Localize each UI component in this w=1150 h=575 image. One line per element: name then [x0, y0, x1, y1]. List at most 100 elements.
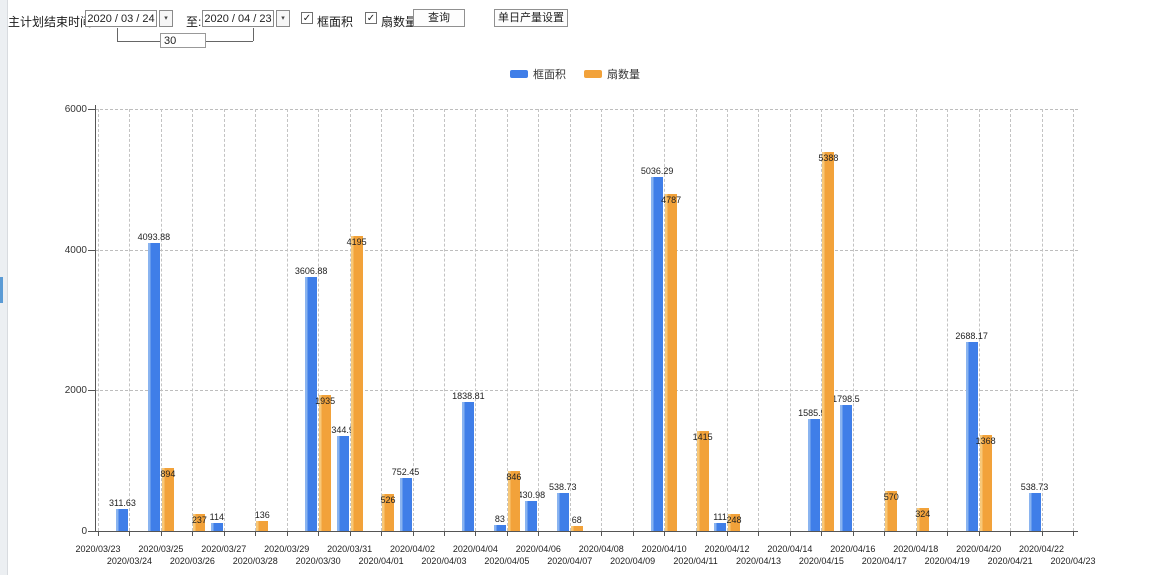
x-gridline	[727, 109, 729, 531]
bar-frame-area	[1028, 493, 1041, 531]
x-gridline	[915, 109, 917, 531]
x-axis-label: 2020/03/29	[264, 544, 310, 554]
x-axis-line	[88, 531, 1078, 532]
end-date-input[interactable]: 2020 / 04 / 23	[202, 10, 274, 27]
x-tick-mark	[852, 531, 854, 536]
x-gridline	[947, 109, 949, 531]
x-axis-label: 2020/04/10	[641, 544, 687, 554]
x-axis-label: 2020/04/18	[893, 544, 939, 554]
y-gridline	[95, 249, 1078, 251]
fan-count-checkbox[interactable]: ✓	[365, 12, 377, 24]
x-axis-label: 2020/03/30	[295, 556, 341, 566]
bar-frame-area	[714, 523, 727, 531]
x-axis-label: 2020/04/14	[767, 544, 813, 554]
x-axis-label: 2020/04/19	[924, 556, 970, 566]
bar-value-label: 1415	[692, 432, 713, 443]
x-axis-label: 2020/04/15	[798, 556, 844, 566]
y-tick-mark	[88, 249, 95, 251]
x-tick-mark	[1073, 531, 1074, 536]
x-tick-mark	[884, 531, 886, 536]
start-date-dropdown-button[interactable]: ▾	[159, 10, 173, 27]
x-axis-label: 2020/04/01	[358, 556, 404, 566]
query-button[interactable]: 查询	[413, 9, 465, 27]
legend-swatch-fan-count	[584, 70, 602, 78]
x-gridline	[475, 109, 477, 531]
x-gridline	[381, 109, 383, 531]
y-axis-label: 6000	[64, 104, 87, 115]
x-axis-label: 2020/04/02	[389, 544, 436, 554]
bar-value-label: 1368	[975, 435, 996, 446]
bar-fan-count	[665, 194, 678, 531]
bar-frame-area	[556, 493, 569, 531]
x-gridline	[821, 109, 823, 531]
bar-value-label: 311.63	[109, 498, 136, 509]
x-tick-mark	[475, 531, 477, 536]
x-gridline	[789, 109, 791, 531]
bar-fan-count	[161, 468, 174, 531]
x-gridline	[695, 109, 697, 531]
bar-frame-area	[210, 522, 223, 531]
x-tick-mark	[978, 531, 980, 536]
left-panel-strip	[0, 0, 8, 575]
bar-value-label: 894	[160, 469, 176, 480]
x-tick-mark	[915, 531, 917, 536]
bar-fan-count	[319, 394, 332, 531]
bar-fan-count	[193, 514, 206, 531]
check-icon: ✓	[366, 13, 376, 24]
y-tick-mark	[88, 109, 95, 110]
x-axis-label: 2020/03/27	[201, 544, 247, 554]
x-tick-mark	[129, 531, 131, 536]
bar-fan-count	[885, 490, 898, 531]
bar-value-label: 538.73	[549, 482, 577, 493]
x-axis-label: 2020/03/28	[232, 556, 278, 566]
date-span-connector	[206, 41, 253, 42]
bar-value-label: 430.98	[517, 489, 546, 500]
x-gridline	[160, 109, 162, 531]
bar-value-label: 1935	[315, 395, 336, 406]
bar-value-label: 111	[713, 512, 727, 523]
to-label: 至:	[186, 15, 202, 29]
bar-value-label: 5036.29	[640, 165, 674, 176]
date-span-connector	[117, 41, 160, 42]
x-tick-mark	[789, 531, 791, 536]
bar-value-label: 4195	[346, 236, 367, 247]
x-tick-mark	[538, 531, 540, 536]
x-axis-label: 2020/04/13	[735, 556, 781, 566]
x-gridline	[98, 109, 99, 531]
bar-value-label: 3606.88	[294, 266, 328, 277]
x-gridline	[255, 109, 257, 531]
x-gridline	[443, 109, 445, 531]
legend-item-fan-count[interactable]: 扇数量	[584, 66, 640, 82]
frame-area-checkbox[interactable]: ✓	[301, 12, 313, 24]
legend-item-frame-area[interactable]: 框面积	[510, 66, 566, 82]
bar-fan-count	[728, 513, 741, 531]
bar-value-label: 4093.88	[137, 232, 171, 243]
bar-value-label: 2688.17	[955, 330, 988, 341]
x-axis-label: 2020/03/26	[169, 556, 215, 566]
x-axis-label: 2020/04/21	[987, 556, 1033, 566]
daily-output-settings-button[interactable]: 单日产量设置	[494, 9, 568, 27]
bar-frame-area	[965, 341, 978, 531]
x-tick-mark	[255, 531, 257, 536]
x-axis-label: 2020/04/05	[484, 556, 530, 566]
x-axis-label: 2020/04/08	[578, 544, 624, 554]
x-axis-label: 2020/03/24	[106, 556, 152, 566]
start-date-input[interactable]: 2020 / 03 / 24	[85, 10, 157, 27]
date-span-days-input[interactable]: 30	[160, 33, 206, 48]
x-gridline	[349, 109, 351, 531]
bar-value-label: 570	[883, 491, 899, 502]
bar-value-label: 83	[494, 514, 505, 525]
x-gridline	[223, 109, 225, 531]
x-axis-label: 2020/04/12	[704, 544, 750, 554]
bar-frame-area	[839, 404, 852, 531]
x-gridline	[884, 109, 886, 531]
x-gridline	[978, 109, 980, 531]
date-span-connector	[253, 28, 254, 41]
x-axis-label: 2020/03/31	[327, 544, 373, 554]
x-gridline	[412, 109, 414, 531]
end-date-dropdown-button[interactable]: ▾	[276, 10, 290, 27]
x-tick-mark	[349, 531, 351, 536]
x-tick-mark	[821, 531, 823, 536]
x-tick-mark	[98, 531, 99, 536]
